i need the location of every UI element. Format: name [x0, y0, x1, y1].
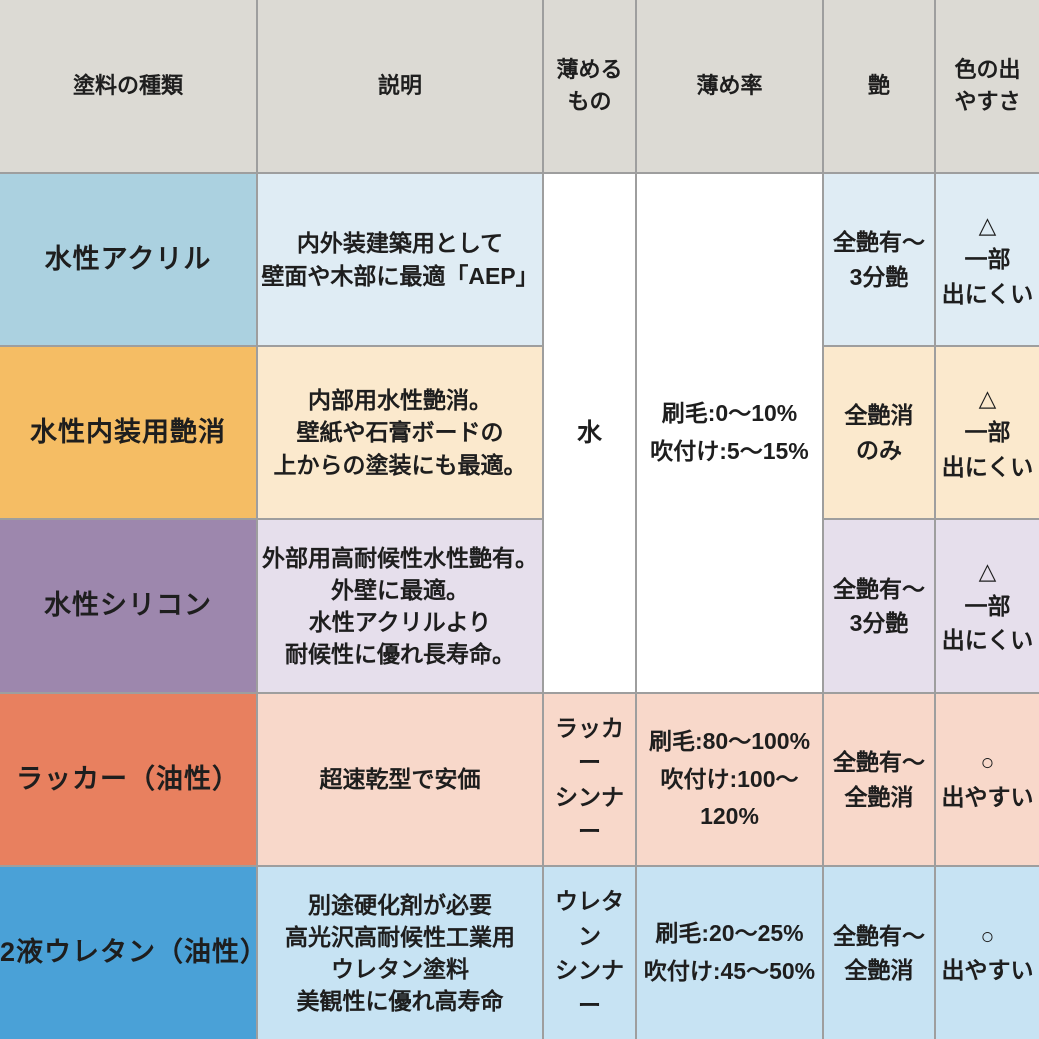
description-cell: 別途硬化剤が必要 高光沢高耐候性工業用 ウレタン塗料 美観性に優れ高寿命 — [258, 867, 542, 1039]
paint-name-cell: 水性シリコン — [0, 520, 256, 692]
gloss-cell: 全艶有〜 全艶消 — [824, 867, 934, 1039]
dilution-cell: 刷毛:20〜25% 吹付け:45〜50% — [637, 867, 822, 1039]
description-cell: 超速乾型で安価 — [258, 694, 542, 865]
paint-name-cell: 2液ウレタン（油性） — [0, 867, 267, 1039]
color-ease-cell: △ 一部 出にくい — [936, 174, 1039, 345]
header-cell-description: 説明 — [258, 0, 542, 172]
description-cell: 内外装建築用として 壁面や木部に最適「AEP」 — [258, 174, 542, 345]
color-ease-cell: ○ 出やすい — [936, 867, 1039, 1039]
header-cell-dilution-rate: 薄め率 — [637, 0, 822, 172]
color-ease-cell: ○ 出やすい — [936, 694, 1039, 865]
thinner-cell: ラッカー シンナー — [544, 694, 635, 865]
paint-name-cell: 水性アクリル — [0, 174, 256, 345]
gloss-cell: 全艶有〜 3分艶 — [824, 174, 934, 345]
dilution-cell: 刷毛:80〜100% 吹付け:100〜120% — [637, 694, 822, 865]
paint-name-cell: 水性内装用艶消 — [0, 347, 256, 518]
header-cell-color-ease: 色の出 やすさ — [936, 0, 1039, 172]
gloss-cell: 全艶有〜 全艶消 — [824, 694, 934, 865]
color-ease-cell: △ 一部 出にくい — [936, 520, 1039, 692]
description-cell: 外部用高耐候性水性艶有。 外壁に最適。 水性アクリルより 耐候性に優れ長寿命。 — [258, 520, 542, 692]
dilution-cell-water-merged: 刷毛:0〜10% 吹付け:5〜15% — [637, 174, 822, 692]
gloss-cell: 全艶消 のみ — [824, 347, 934, 518]
description-cell: 内部用水性艶消。 壁紙や石膏ボードの 上からの塗装にも最適。 — [258, 347, 542, 518]
color-ease-cell: △ 一部 出にくい — [936, 347, 1039, 518]
thinner-cell: ウレタン シンナー — [544, 867, 635, 1039]
header-cell-gloss: 艶 — [824, 0, 934, 172]
gloss-cell: 全艶有〜 3分艶 — [824, 520, 934, 692]
paint-name-cell: ラッカー（油性） — [0, 694, 256, 865]
thinner-cell-water-merged: 水 — [544, 174, 635, 692]
header-cell-thinner: 薄める もの — [544, 0, 635, 172]
header-cell-paint-type: 塗料の種類 — [0, 0, 256, 172]
